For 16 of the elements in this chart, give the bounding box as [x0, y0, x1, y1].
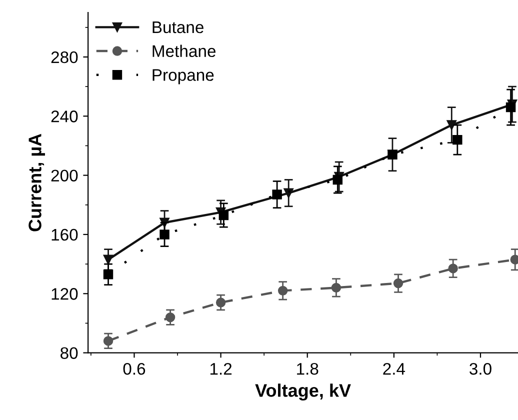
- x-tick-label: 2.4: [383, 362, 406, 375]
- y-axis-title: Current, µA: [28, 134, 45, 232]
- legend-label: Butane: [152, 22, 204, 34]
- y-tick-label: 240: [51, 110, 78, 122]
- y-tick-label: 160: [52, 228, 78, 241]
- legend-label: Methane: [152, 44, 216, 58]
- x-tick-label: 1.8: [297, 362, 318, 375]
- y-tick-label: 80: [60, 347, 78, 360]
- x-axis-title: Voltage, kV: [255, 384, 351, 401]
- x-tick-label: 1.2: [210, 362, 232, 375]
- legend-label: Propane: [152, 69, 214, 84]
- x-tick-label: 0.6: [123, 362, 146, 375]
- y-tick-label: 200: [51, 170, 78, 182]
- y-tick-label: 120: [52, 288, 78, 300]
- x-tick-label: 3.0: [470, 362, 492, 375]
- y-tick-label: 280: [51, 51, 78, 64]
